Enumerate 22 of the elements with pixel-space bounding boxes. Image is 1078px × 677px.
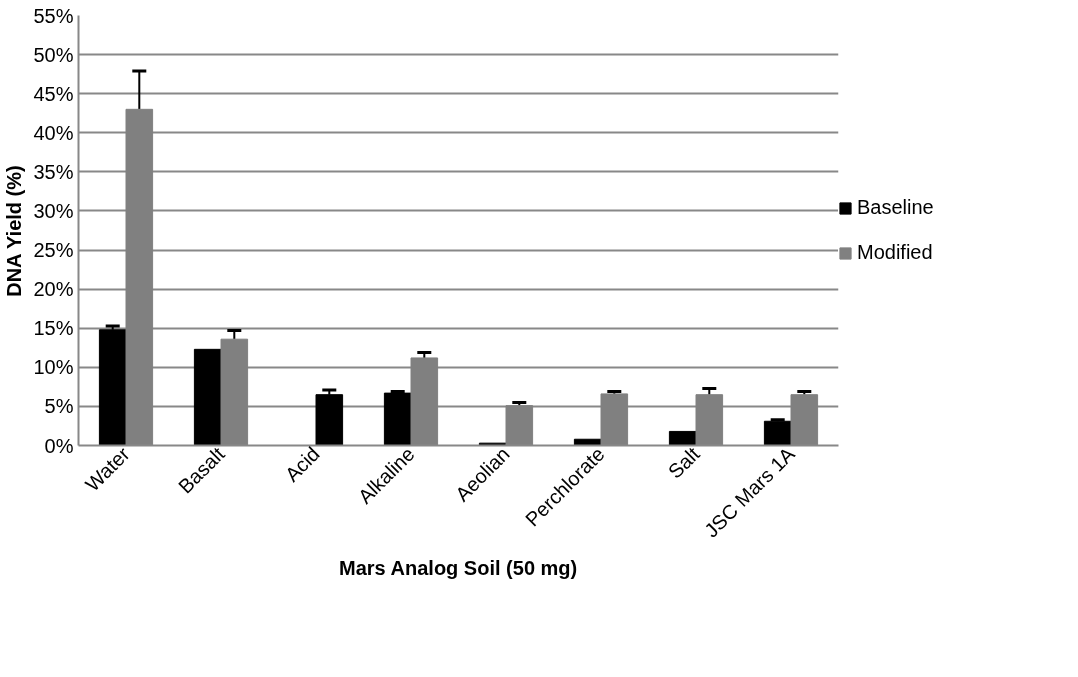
y-tick-label: 15%: [33, 317, 74, 340]
legend-label: Modified: [857, 241, 933, 264]
x-tick-label: Salt: [663, 442, 705, 483]
y-tick-label: 10%: [33, 356, 74, 379]
y-tick-label: 5%: [44, 395, 74, 418]
y-tick-label: 0%: [44, 434, 74, 457]
bar: [763, 420, 792, 446]
bar: [383, 392, 412, 446]
y-tick-label: 30%: [33, 199, 74, 222]
y-tick-label: 20%: [33, 278, 74, 301]
bar: [98, 329, 127, 446]
y-tick-label: 40%: [33, 121, 74, 144]
bar: [668, 430, 697, 446]
y-tick-label: 50%: [33, 43, 74, 66]
y-tick-label: 25%: [33, 239, 74, 262]
y-tick-label: 35%: [33, 160, 74, 183]
y-tick-label: 45%: [33, 82, 74, 105]
y-tick-label: 55%: [33, 4, 74, 27]
legend-label: Baseline: [857, 196, 934, 219]
x-axis-title: Mars Analog Soil (50 mg): [339, 557, 578, 580]
y-axis-title: DNA Yield (%): [3, 165, 26, 297]
bar: [193, 348, 222, 446]
